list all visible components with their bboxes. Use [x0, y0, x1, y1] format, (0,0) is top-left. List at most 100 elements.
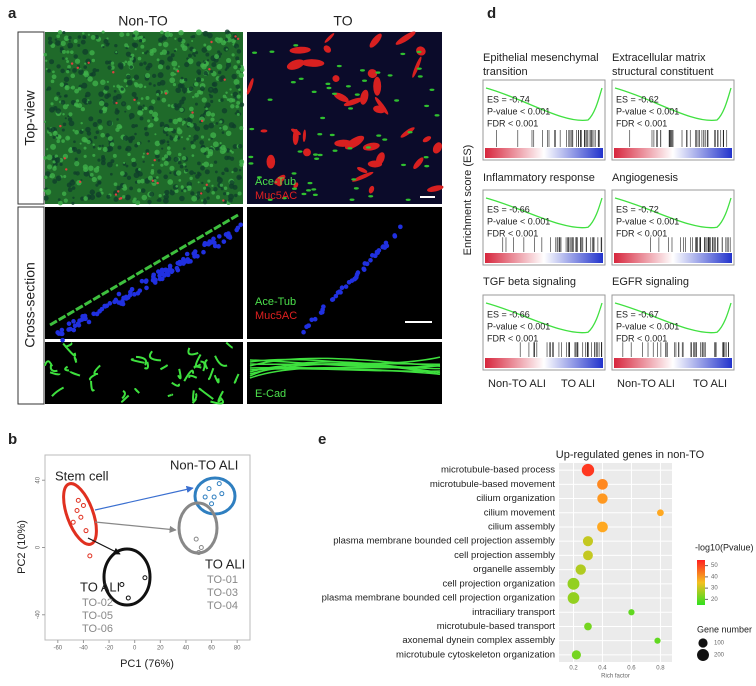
- cell: [154, 133, 157, 136]
- cell: [226, 191, 230, 196]
- cell: [192, 48, 196, 53]
- group-outline: [193, 476, 237, 516]
- cell: [161, 139, 166, 144]
- cell: [351, 178, 357, 181]
- cell: [183, 189, 187, 193]
- cell: [176, 127, 181, 131]
- junction: [207, 367, 215, 381]
- micrograph: [247, 32, 442, 204]
- junction: [49, 371, 61, 376]
- cell: [221, 171, 225, 176]
- cell: [70, 73, 76, 79]
- cell: [177, 65, 180, 68]
- category-label: cilium organization: [476, 493, 555, 504]
- cell: [141, 51, 145, 55]
- cell: [186, 137, 190, 141]
- x-tick-label: 0: [133, 646, 137, 652]
- cell: [212, 141, 219, 148]
- cell: [182, 120, 186, 125]
- cell: [427, 185, 444, 192]
- cell: [205, 186, 211, 193]
- cell: [173, 49, 177, 53]
- cell: [46, 154, 53, 161]
- cell: [92, 153, 96, 157]
- nucleus: [60, 337, 65, 343]
- cell: [61, 49, 66, 54]
- cell: [166, 140, 170, 144]
- cell: [96, 68, 100, 72]
- cell: [369, 33, 382, 48]
- dot: [575, 564, 586, 575]
- point: [87, 553, 93, 559]
- size-key: [698, 638, 708, 648]
- cell: [87, 61, 90, 64]
- panel-e: e Up-regulated genes in non-TO 0.2 0.4 0.6 0.…: [318, 431, 754, 680]
- cell: [62, 122, 67, 127]
- cell: [211, 82, 216, 87]
- nucleus: [82, 313, 88, 319]
- sample-label: TO-04: [207, 600, 238, 612]
- cell: [181, 87, 188, 93]
- cell: [222, 199, 225, 202]
- cell: [63, 174, 67, 179]
- cell: [233, 65, 238, 70]
- cell: [147, 140, 151, 143]
- cell: [56, 134, 59, 137]
- cell: [92, 80, 99, 87]
- cell: [141, 155, 145, 159]
- cell: [112, 71, 115, 74]
- cell: [224, 167, 229, 172]
- cell: [160, 30, 164, 35]
- cell: [231, 151, 234, 154]
- cell: [125, 194, 131, 201]
- junction: [64, 365, 70, 372]
- cell: [98, 91, 104, 97]
- cell: [344, 135, 365, 150]
- nucleus: [398, 224, 403, 230]
- cell: [201, 64, 207, 70]
- y-axis-label: Enrichment score (ES): [462, 145, 474, 256]
- cell: [227, 197, 233, 203]
- cell: [154, 140, 161, 147]
- cell: [203, 106, 207, 109]
- cell: [67, 115, 70, 118]
- cell: [217, 50, 221, 54]
- junction: [249, 362, 441, 375]
- cell: [182, 147, 186, 150]
- cell: [180, 43, 185, 48]
- cell: [152, 111, 159, 118]
- cell: [312, 193, 318, 197]
- dot: [654, 637, 661, 644]
- cell: [203, 124, 209, 130]
- cell: [225, 91, 228, 95]
- cell: [194, 126, 201, 132]
- cell: [81, 128, 84, 131]
- cell: [142, 160, 145, 163]
- cell: [54, 38, 58, 41]
- cell: [93, 167, 100, 173]
- cell: [156, 97, 161, 101]
- cell: [43, 156, 47, 160]
- category-label: intraciliary transport: [472, 607, 555, 618]
- stat: FDR < 0.001: [487, 118, 538, 128]
- cell: [130, 135, 136, 141]
- cell: [186, 57, 189, 60]
- cell: [354, 93, 360, 96]
- cell: [307, 181, 313, 185]
- cell: [105, 133, 110, 138]
- cell: [113, 182, 118, 187]
- nucleus: [207, 239, 213, 244]
- cell: [78, 69, 84, 75]
- cell: [62, 113, 65, 116]
- cell: [70, 86, 73, 89]
- cell: [293, 182, 299, 189]
- cell: [63, 157, 66, 160]
- cell: [291, 172, 297, 175]
- junction: [73, 356, 78, 363]
- cell: [129, 55, 132, 58]
- cell: [147, 62, 153, 68]
- category-label: organelle assembly: [473, 564, 555, 575]
- nucleus: [202, 242, 207, 248]
- cell: [229, 149, 233, 153]
- cell: [234, 112, 237, 115]
